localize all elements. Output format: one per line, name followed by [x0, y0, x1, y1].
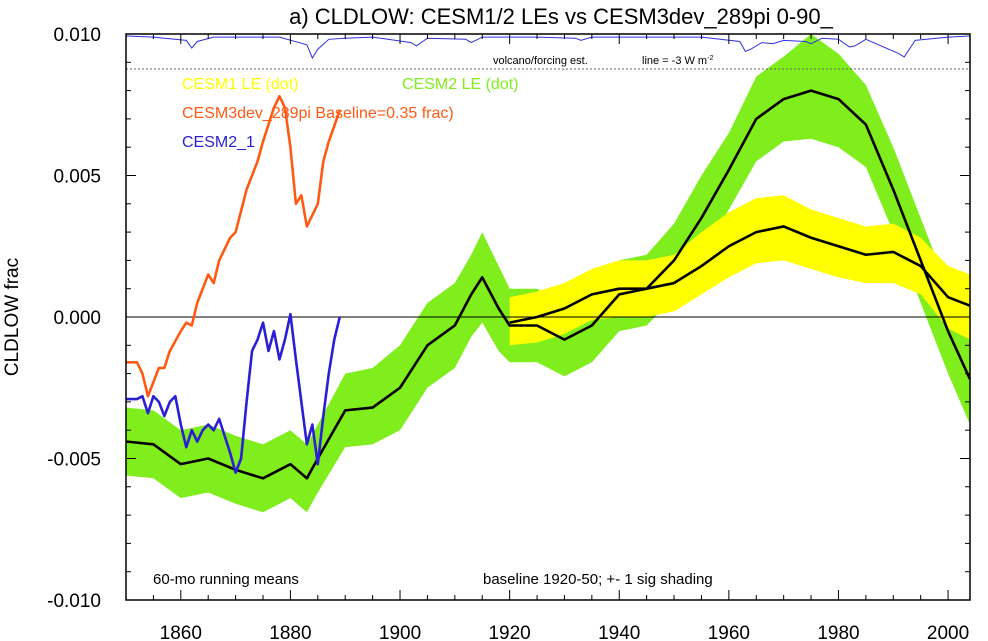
band-cesm2: [126, 34, 970, 513]
x-tick-label: 1920: [488, 623, 530, 641]
volcano-line-label: line = -3 W m-2: [642, 55, 713, 67]
legend-cesm3: CESM3dev_289pi Baseline=0.35 frac): [182, 105, 454, 122]
x-tick-label: 1960: [708, 623, 750, 641]
shaded-bands: [126, 34, 970, 513]
y-axis-label: CLDLOW frac: [2, 258, 23, 376]
x-tick-label: 1880: [269, 623, 311, 641]
line-cesm1-mean: [509, 225, 971, 324]
legend-cesm1: CESM1 LE (dot): [182, 76, 298, 93]
y-tick-label: 0.000: [53, 308, 101, 329]
running-means-note: 60-mo running means: [153, 571, 299, 588]
volcano-line-text: line = -3 W m: [642, 55, 707, 67]
y-tick-label: 0.005: [53, 167, 101, 188]
legend-cesm2: CESM2 LE (dot): [402, 76, 518, 93]
x-tick-label: 2000: [927, 623, 969, 641]
line-cesm2-1: [126, 312, 342, 474]
plot-area: 1860 1880 1900 1920 1940 1960 1980 2000 0.010 0.0…: [47, 25, 972, 641]
baseline-note: baseline 1920-50; +- 1 sig shading: [483, 571, 713, 588]
chart-title: a) CLDLOW: CESM1/2 LEs vs CESM3dev_289pi…: [289, 4, 833, 29]
line-cesm3dev: [126, 94, 341, 398]
x-tick-label: 1940: [598, 623, 640, 641]
volcano-label: volcano/forcing est.: [493, 55, 588, 67]
y-tick-label: -0.010: [47, 591, 101, 612]
x-tick-label: 1860: [160, 623, 202, 641]
line-cesm2-mean: [125, 89, 972, 480]
series-lines: [125, 35, 972, 480]
volcano-line-superscript: -2: [707, 55, 713, 62]
line-volcano-forcing: [125, 35, 971, 60]
y-tick-label: 0.010: [53, 25, 101, 46]
band-cesm1: [509, 195, 970, 346]
y-tick-label: -0.005: [47, 450, 101, 471]
x-tick-label: 1900: [379, 623, 421, 641]
x-tick-label: 1980: [817, 623, 859, 641]
legend-cesm21: CESM2_1: [182, 134, 255, 151]
axis-ticks: 1860 1880 1900 1920 1940 1960 1980 2000 0.010 0.0…: [47, 25, 970, 641]
